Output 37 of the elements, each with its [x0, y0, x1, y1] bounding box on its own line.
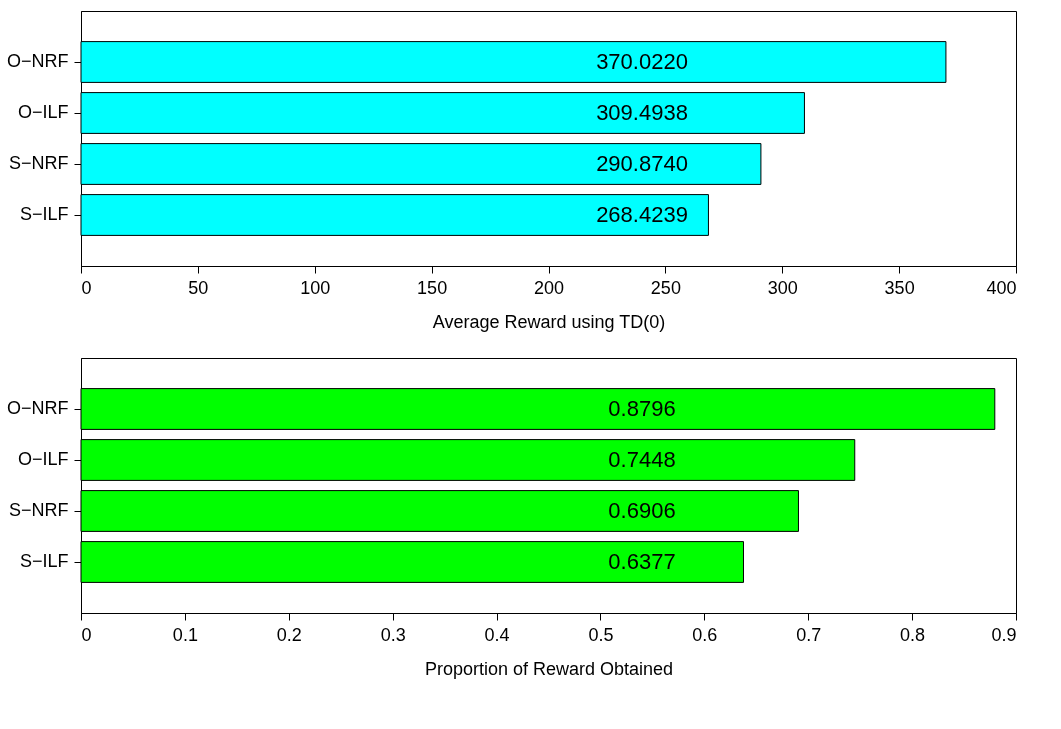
x-tick-label: 0.3 — [380, 624, 406, 645]
x-tick-label: 0.6 — [692, 624, 718, 645]
y-tick-label: S−NRF — [8, 153, 69, 173]
y-tick-label: O−ILF — [17, 102, 69, 122]
x-tick-label: 50 — [188, 277, 209, 298]
data-label: 309.4938 — [596, 100, 688, 125]
x-tick-label: 0.7 — [796, 624, 822, 645]
x-tick-label: 0 — [81, 624, 92, 645]
data-label: 0.6377 — [608, 549, 676, 574]
y-tick-label: S−ILF — [19, 204, 69, 224]
x-tick-label: 100 — [300, 277, 331, 298]
data-label: 0.8796 — [608, 396, 676, 421]
y-tick-label: S−NRF — [8, 500, 69, 520]
y-tick-label: O−NRF — [6, 398, 69, 418]
y-tick-label: S−ILF — [19, 551, 69, 571]
x-tick-label: 0.8 — [900, 624, 926, 645]
x-tick-label: 150 — [417, 277, 448, 298]
data-label: 268.4239 — [596, 202, 688, 227]
x-tick-label: 250 — [650, 277, 681, 298]
x-tick-label: 0.1 — [172, 624, 198, 645]
x-tick-label: 200 — [533, 277, 565, 298]
data-label: 370.0220 — [596, 49, 688, 74]
x-tick-label: 400 — [986, 277, 1017, 298]
x-tick-label: 0.9 — [991, 624, 1017, 645]
x-axis-title: Average Reward using TD(0) — [432, 311, 666, 332]
x-tick-label: 0.5 — [588, 624, 614, 645]
data-label: 290.8740 — [596, 151, 688, 176]
x-tick-label: 0.2 — [276, 624, 302, 645]
x-tick-label: 350 — [884, 277, 915, 298]
x-tick-label: 300 — [767, 277, 798, 298]
x-tick-label: 0 — [81, 277, 92, 298]
y-tick-label: O−ILF — [17, 449, 69, 469]
y-tick-label: O−NRF — [6, 51, 69, 71]
data-label: 0.6906 — [608, 498, 676, 523]
data-label: 0.7448 — [608, 447, 676, 472]
x-axis-title: Proportion of Reward Obtained — [424, 658, 674, 679]
x-tick-label: 0.4 — [484, 624, 510, 645]
